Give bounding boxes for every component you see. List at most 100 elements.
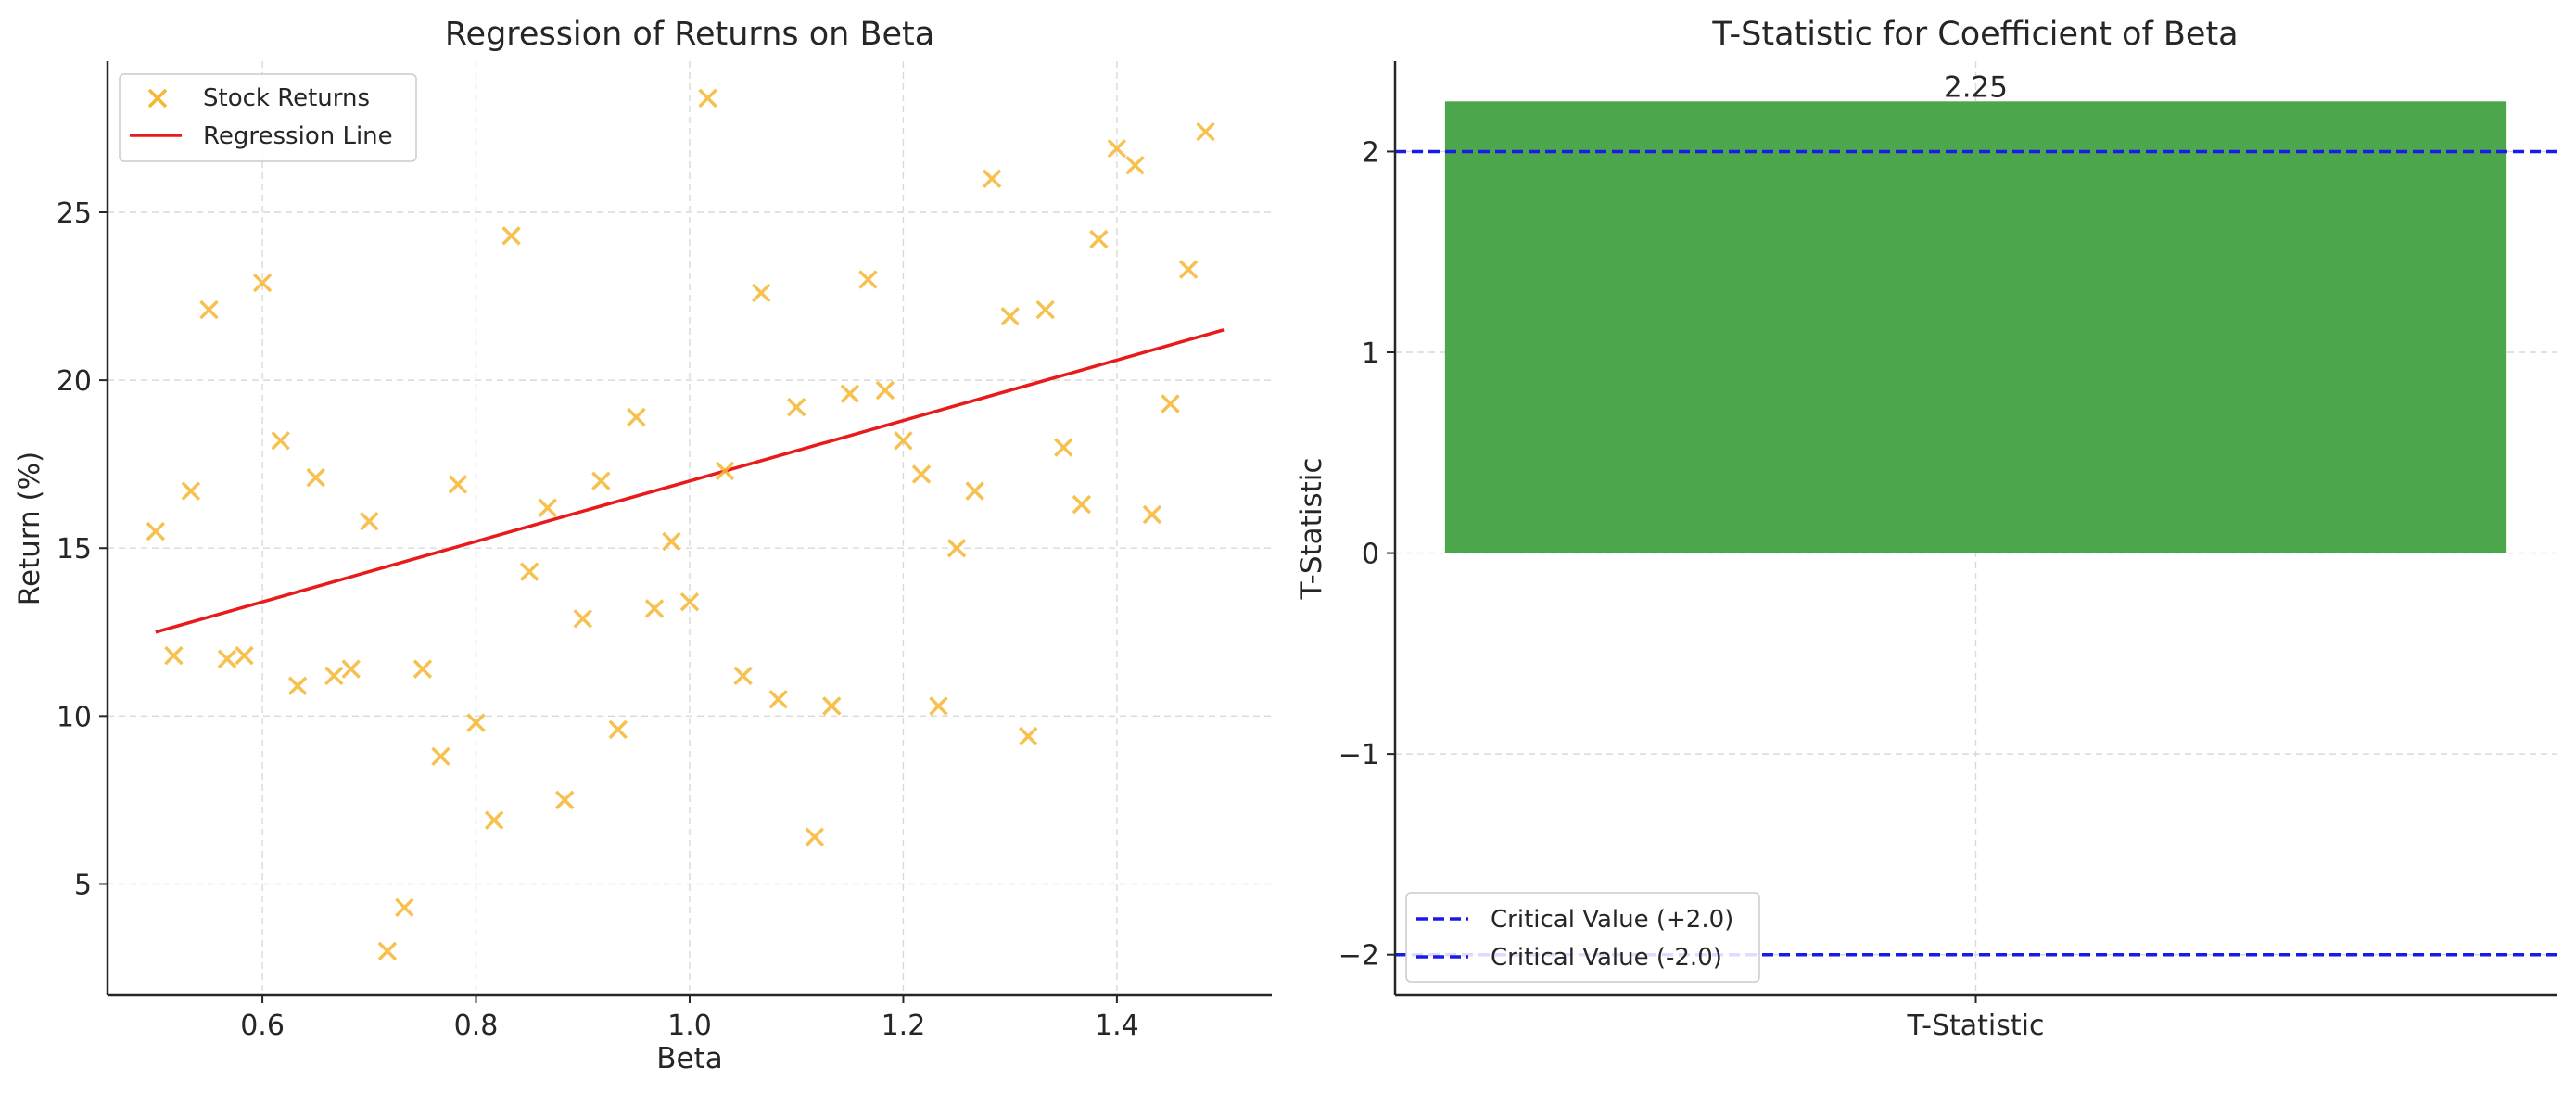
scatter-point xyxy=(377,941,398,961)
x-tick-label: 1.2 xyxy=(882,1010,926,1042)
scatter-point xyxy=(1072,494,1092,515)
scatter-point xyxy=(554,790,575,810)
scatter-point xyxy=(822,696,842,716)
t-statistic-chart: T-Statistic for Coefficient of Beta −2 −1… xyxy=(1295,16,2557,1042)
y-tick-label: 0 xyxy=(1362,539,1379,571)
tick-marks xyxy=(1387,150,1977,1003)
legend: Critical Value (+2.0) Critical Value (-2… xyxy=(1405,892,1760,983)
y-axis-label: T-Statistic xyxy=(1295,458,1328,601)
scatter-point xyxy=(1178,260,1199,279)
scatter-point xyxy=(217,649,237,669)
scatter-point xyxy=(306,467,325,488)
scatter-point xyxy=(768,689,788,709)
scatter-point xyxy=(199,299,219,320)
x-tick-label: 1.4 xyxy=(1095,1010,1139,1042)
scatter-point xyxy=(324,666,344,686)
regression-line-path xyxy=(155,328,1225,634)
scatter-point xyxy=(733,666,753,686)
y-tick-label: 15 xyxy=(57,533,92,566)
scatter-point xyxy=(235,645,254,666)
legend-label-stock-returns: Stock Returns xyxy=(203,84,370,112)
tick-labels: −2 −1 0 1 2 T-Statistic xyxy=(1339,136,2045,1042)
scatter-point xyxy=(431,746,450,767)
y-tick-label: 25 xyxy=(57,197,92,230)
scatter-point xyxy=(1196,121,1215,142)
scatter-point xyxy=(181,481,201,501)
y-axis-label: Return (%) xyxy=(13,452,46,605)
regression-line xyxy=(155,328,1225,634)
scatter-point xyxy=(538,498,557,518)
scatter-point xyxy=(965,481,984,501)
scatter-point xyxy=(287,676,308,695)
scatter-point xyxy=(662,531,681,552)
scatter-point xyxy=(501,226,521,246)
scatter-point xyxy=(840,384,860,403)
scatter-point xyxy=(448,475,468,494)
bars: 2.25 xyxy=(1444,70,2507,553)
scatter-point xyxy=(1054,438,1073,457)
legend-frame xyxy=(1405,892,1760,983)
scatter-point xyxy=(1089,229,1109,249)
scatter-point xyxy=(608,719,628,740)
scatter-point xyxy=(1035,299,1055,320)
scatter-point xyxy=(627,407,646,427)
scatter-point xyxy=(484,810,504,830)
chart-title: T-Statistic for Coefficient of Beta xyxy=(1711,16,2238,53)
scatter-point xyxy=(1019,726,1038,746)
scatter-point xyxy=(894,431,913,451)
scatter-point xyxy=(751,283,771,303)
legend-marker-stock-returns xyxy=(147,88,168,108)
scatter-point xyxy=(1161,394,1180,413)
legend-label-critical-minus: Critical Value (-2.0) xyxy=(1491,944,1722,972)
scatter-point xyxy=(164,645,184,666)
scatter-point xyxy=(271,431,290,451)
scatter-point xyxy=(360,512,379,531)
legend-label-critical-plus: Critical Value (+2.0) xyxy=(1491,906,1733,934)
scatter-point xyxy=(982,169,1002,189)
scatter-point xyxy=(698,88,717,108)
scatter-point xyxy=(1142,504,1162,525)
y-tick-label: 1 xyxy=(1362,337,1379,370)
x-tick-label: 1.0 xyxy=(667,1010,712,1042)
y-tick-label: 10 xyxy=(57,701,92,733)
scatter-point xyxy=(946,538,967,558)
chart-title: Regression of Returns on Beta xyxy=(445,16,934,53)
scatter-point xyxy=(573,609,593,629)
x-tick-label: 0.6 xyxy=(240,1010,285,1042)
bar xyxy=(1444,101,2507,553)
scatter-point xyxy=(1000,307,1020,326)
scatter-point xyxy=(146,521,166,541)
y-tick-label: 20 xyxy=(57,365,92,398)
scatter-chart: Regression of Returns on Beta 0.6 0.8 1.0 1… xyxy=(13,16,1272,1075)
scatter-point xyxy=(591,471,611,491)
scatter-point xyxy=(1125,156,1145,175)
legend-frame xyxy=(119,73,417,162)
scatter-point xyxy=(1107,138,1127,159)
scatter-point xyxy=(412,659,433,679)
legend-label-regression-line: Regression Line xyxy=(203,122,393,150)
legend: Stock Returns Regression Line xyxy=(119,73,417,162)
tick-labels: 0.6 0.8 1.0 1.2 1.4 5 10 15 20 25 xyxy=(57,197,1139,1042)
scatter-point xyxy=(929,696,948,716)
scatter-point xyxy=(875,380,895,401)
tick-marks xyxy=(99,211,1118,1003)
y-tick-label: −1 xyxy=(1339,739,1379,771)
scatter-point xyxy=(911,464,932,484)
x-tick-label: T-Statistic xyxy=(1907,1010,2045,1042)
scatter-point xyxy=(466,713,486,732)
scatter-point xyxy=(519,562,539,581)
y-tick-label: 5 xyxy=(74,869,92,901)
scatter-points xyxy=(146,88,1215,961)
scatter-point xyxy=(805,827,825,846)
scatter-point xyxy=(395,897,414,918)
scatter-point xyxy=(644,599,665,618)
y-tick-label: −2 xyxy=(1339,940,1379,973)
scatter-point xyxy=(341,659,361,679)
scatter-point xyxy=(858,270,878,289)
scatter-point xyxy=(679,592,700,612)
scatter-point xyxy=(786,397,806,417)
grid xyxy=(108,61,1272,995)
bar-value-label: 2.25 xyxy=(1944,70,2008,104)
scatter-point xyxy=(715,461,735,481)
